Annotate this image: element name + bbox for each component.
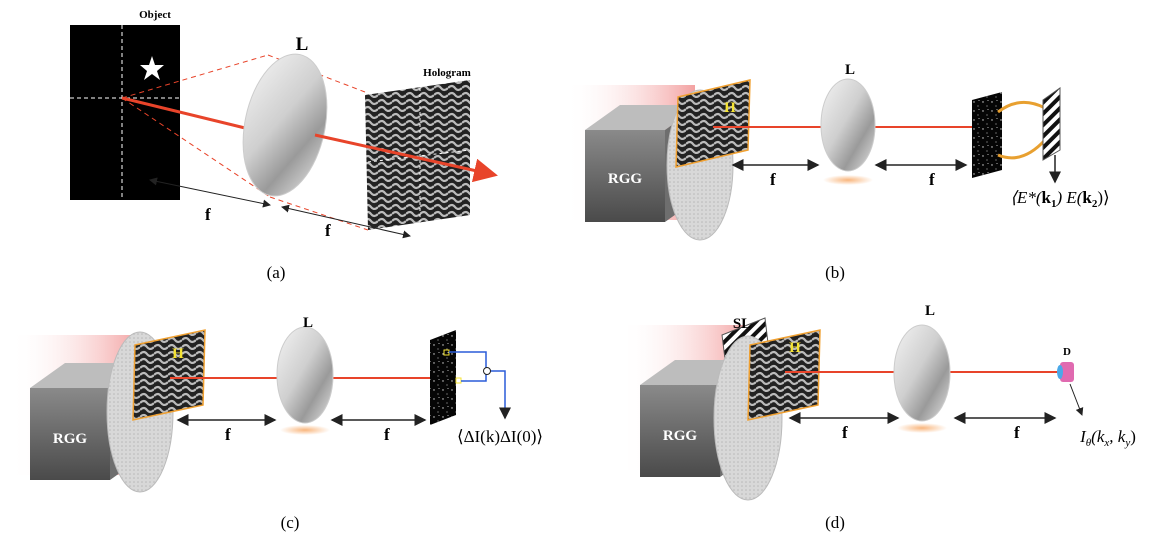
origin-label: z = 0 (84, 178, 112, 193)
panel-c: RGG H L ⟨ΔI(k)ΔI(0)⟩ f f (c) (10, 315, 543, 532)
distance-label: f (384, 425, 390, 444)
modulator-label: SL (733, 316, 751, 332)
source-label: RGG (608, 171, 643, 187)
speckle-screen (972, 92, 1002, 178)
formula-part: ⟨E*( (1010, 188, 1043, 207)
object-plane (70, 25, 180, 200)
distance-label: f (929, 170, 935, 189)
lens-label: L (845, 62, 855, 78)
lens (894, 325, 950, 421)
source-label: RGG (663, 428, 698, 444)
lens-label: L (925, 303, 935, 319)
figure: Object L Hologram z = 0 f f (a) RGG H L (0, 0, 1149, 538)
arrow (1070, 384, 1082, 415)
lens (277, 327, 333, 423)
distance-label: f (325, 221, 331, 240)
circuit (449, 352, 505, 418)
distance-label: f (842, 423, 848, 442)
formula: Iθ(kx, ky) (1079, 427, 1136, 449)
hologram-label: H (789, 340, 801, 356)
object-label: Object (139, 9, 171, 21)
glow (897, 423, 947, 433)
formula: ⟨ΔI(k)ΔI(0)⟩ (457, 427, 543, 446)
caption: (c) (281, 513, 300, 532)
source-label: RGG (53, 431, 88, 447)
lens-label: L (296, 34, 309, 55)
hologram-label: Hologram (423, 67, 471, 79)
lens (231, 46, 339, 203)
formula-part: ) (1130, 427, 1136, 446)
glow (823, 175, 873, 185)
distance-label: f (1014, 423, 1020, 442)
distance-label: f (205, 205, 211, 224)
caption: (a) (267, 263, 286, 282)
hologram (133, 330, 205, 420)
multiplier (484, 368, 491, 375)
formula-part: ) E( (1055, 188, 1083, 207)
hologram-label: H (724, 100, 736, 116)
detector-label: D (1063, 346, 1071, 358)
panel-b: RGG H L ⟨E*(k1) E(k2)⟩ f f (b) (565, 62, 1110, 282)
formula-part: , k (1109, 427, 1126, 446)
speckle-screen (430, 330, 456, 425)
hologram (748, 330, 820, 420)
caption: (b) (825, 263, 845, 282)
fiber (998, 102, 1045, 157)
distance-label: f (770, 170, 776, 189)
formula-part: )⟩ (1097, 188, 1109, 207)
glow (280, 425, 330, 435)
formula: ⟨E*(k1) E(k2)⟩ (1010, 188, 1109, 210)
pixel (456, 378, 461, 383)
hologram (365, 80, 470, 230)
hologram-label: H (172, 346, 184, 362)
lens-label: L (303, 315, 313, 331)
lens (821, 79, 875, 171)
formula-part: (k (1091, 427, 1105, 446)
caption: (d) (825, 513, 845, 532)
panel-a: Object L Hologram z = 0 f f (a) (70, 9, 495, 282)
panel-d: RGG SL H L D Iθ(kx, ky) f f (d) (620, 303, 1136, 532)
detector-window (1057, 365, 1063, 379)
distance-label: f (225, 425, 231, 444)
detector (1043, 88, 1060, 160)
